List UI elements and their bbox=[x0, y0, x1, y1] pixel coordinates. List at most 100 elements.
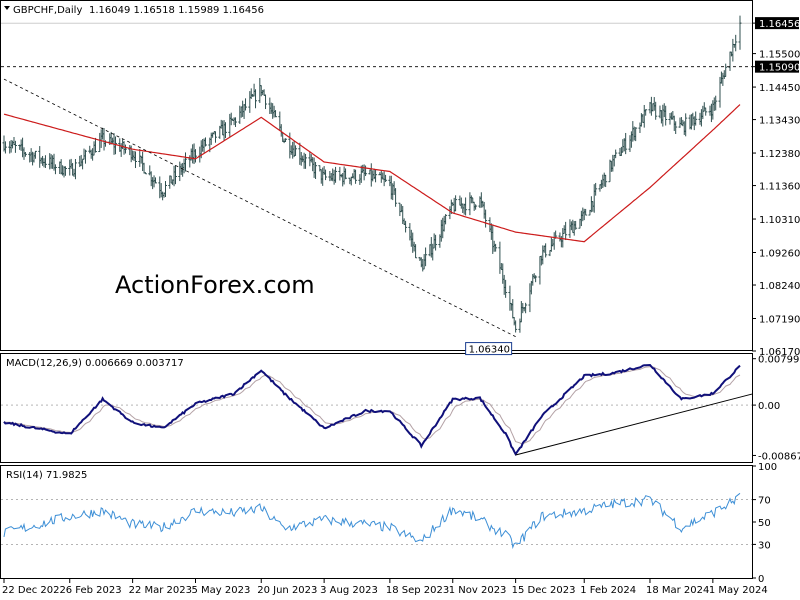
ohlc-bar bbox=[674, 121, 678, 134]
ohlc-bar bbox=[53, 164, 57, 175]
ohlc-bar bbox=[23, 151, 27, 157]
price-tick-label: 1.14450 bbox=[759, 83, 800, 94]
x-tick-label: 6 Feb 2023 bbox=[66, 585, 122, 596]
ohlc-bar bbox=[474, 204, 478, 210]
ohlc-bar bbox=[204, 137, 208, 147]
ohlc-bar bbox=[494, 243, 498, 252]
price-tick-label: 1.15090 bbox=[759, 63, 800, 74]
ohlc-bar bbox=[234, 117, 238, 127]
ohlc-bar bbox=[214, 131, 218, 143]
ohlc-bar bbox=[534, 275, 538, 283]
ohlc-bar bbox=[13, 140, 17, 153]
low-price-label: 1.06340 bbox=[469, 345, 510, 356]
rsi-tick-label: 50 bbox=[758, 518, 771, 529]
low-price-label-box bbox=[465, 342, 513, 356]
x-tick-label: 1 May 2024 bbox=[709, 585, 768, 596]
ohlc-bar bbox=[374, 169, 378, 183]
ohlc-bar bbox=[664, 105, 668, 126]
macd-series bbox=[1, 363, 753, 457]
macd-tick-label: -0.008673 bbox=[758, 451, 800, 462]
ohlc-bar bbox=[3, 141, 7, 154]
ohlc-bar bbox=[684, 113, 688, 137]
ohlc-bar bbox=[464, 197, 468, 216]
x-tick-label: 1 Nov 2023 bbox=[449, 585, 507, 596]
x-tick-label: 1 Feb 2024 bbox=[580, 585, 636, 596]
ohlc-bar bbox=[394, 188, 398, 207]
x-tick-label: 18 Mar 2024 bbox=[646, 585, 709, 596]
ohlc-bar bbox=[194, 149, 198, 163]
price-tick-label: 1.07190 bbox=[759, 314, 800, 325]
ohlc-bar bbox=[43, 155, 47, 168]
price-tick-label: 1.15500 bbox=[759, 50, 800, 61]
ohlc-bar bbox=[414, 244, 418, 259]
ohlc-bar bbox=[344, 168, 348, 180]
macd-tick-label: 0.007991 bbox=[758, 355, 800, 366]
dropdown-triangle-icon[interactable] bbox=[4, 6, 10, 10]
price-series: 1.06340 bbox=[1, 15, 752, 356]
price-tick-label: 1.08240 bbox=[759, 281, 800, 292]
ohlc-bar bbox=[153, 177, 157, 184]
ohlc-bar bbox=[304, 153, 308, 169]
watermark-text: ActionForex.com bbox=[115, 271, 315, 299]
ohlc-bar bbox=[604, 174, 608, 188]
ohlc-bar bbox=[384, 174, 388, 183]
ohlc-bar bbox=[514, 320, 518, 333]
x-tick-label: 22 Dec 2022 bbox=[2, 585, 66, 596]
moving-average-line bbox=[3, 104, 741, 243]
ohlc-bar bbox=[544, 243, 548, 258]
ohlc-bar bbox=[63, 166, 67, 176]
x-tick-label: 22 Mar 2023 bbox=[129, 585, 192, 596]
ohlc-bar bbox=[284, 138, 288, 143]
price-label-box bbox=[755, 60, 799, 73]
ohlc-bar bbox=[113, 136, 117, 155]
price-tick-label: 1.13430 bbox=[759, 116, 800, 127]
ohlc-bar bbox=[734, 34, 738, 52]
price-panel-frame bbox=[0, 0, 753, 351]
ohlc-bar bbox=[624, 132, 628, 155]
ohlc-bar bbox=[724, 63, 728, 77]
macd-trendline bbox=[515, 393, 753, 456]
ohlc-bar bbox=[324, 169, 328, 181]
price-tick-label: 1.11360 bbox=[759, 182, 800, 193]
price-tick-label: 1.09260 bbox=[759, 249, 800, 260]
ohlc-bar bbox=[404, 220, 408, 233]
ohlc-values: 1.16049 1.16518 1.15989 1.16456 bbox=[89, 5, 264, 16]
ohlc-bar bbox=[354, 169, 358, 184]
ohlc-bar bbox=[334, 166, 338, 183]
x-tick-label: 20 Jun 2023 bbox=[257, 585, 317, 596]
axes: 1.16456 1.15500 1.15090 1.14450 1.13430 1.123… bbox=[2, 17, 800, 596]
x-tick-label: 3 Aug 2023 bbox=[320, 585, 378, 596]
price-tick-label: 1.10310 bbox=[759, 215, 800, 226]
ohlc-bar bbox=[634, 127, 638, 142]
macd-line bbox=[3, 363, 741, 457]
rsi-series bbox=[1, 492, 752, 550]
macd-signal-line bbox=[3, 366, 741, 445]
ohlc-bar bbox=[654, 101, 658, 120]
ohlc-bar bbox=[123, 144, 127, 154]
ohlc-bar bbox=[444, 214, 448, 225]
ohlc-bar bbox=[454, 195, 458, 212]
ohlc-bar bbox=[274, 110, 278, 118]
x-tick-label: 18 Sep 2023 bbox=[386, 585, 449, 596]
ohlc-bar bbox=[694, 111, 698, 126]
x-tick-label: 5 May 2023 bbox=[192, 585, 251, 596]
ohlc-bar bbox=[484, 209, 488, 228]
macd-tick-label: 0.00 bbox=[758, 401, 780, 412]
ohlc-bar bbox=[364, 165, 368, 177]
rsi-tick-label: 0 bbox=[758, 574, 764, 585]
ohlc-bar bbox=[714, 95, 718, 111]
ohlc-bar bbox=[294, 145, 298, 156]
ohlc-bar bbox=[504, 279, 508, 298]
rsi-tick-label: 30 bbox=[758, 540, 771, 551]
ohlc-bar bbox=[83, 149, 87, 164]
ohlc-bar bbox=[424, 247, 428, 267]
ohlc-bar bbox=[163, 181, 167, 198]
rsi-line bbox=[3, 492, 741, 550]
x-tick-label: 15 Dec 2023 bbox=[512, 585, 576, 596]
ohlc-bar bbox=[264, 94, 268, 110]
ohlc-bar bbox=[183, 152, 187, 172]
ohlc-bar bbox=[594, 182, 598, 196]
price-tick-label: 1.06170 bbox=[759, 347, 800, 358]
ohlc-bar bbox=[564, 221, 568, 241]
